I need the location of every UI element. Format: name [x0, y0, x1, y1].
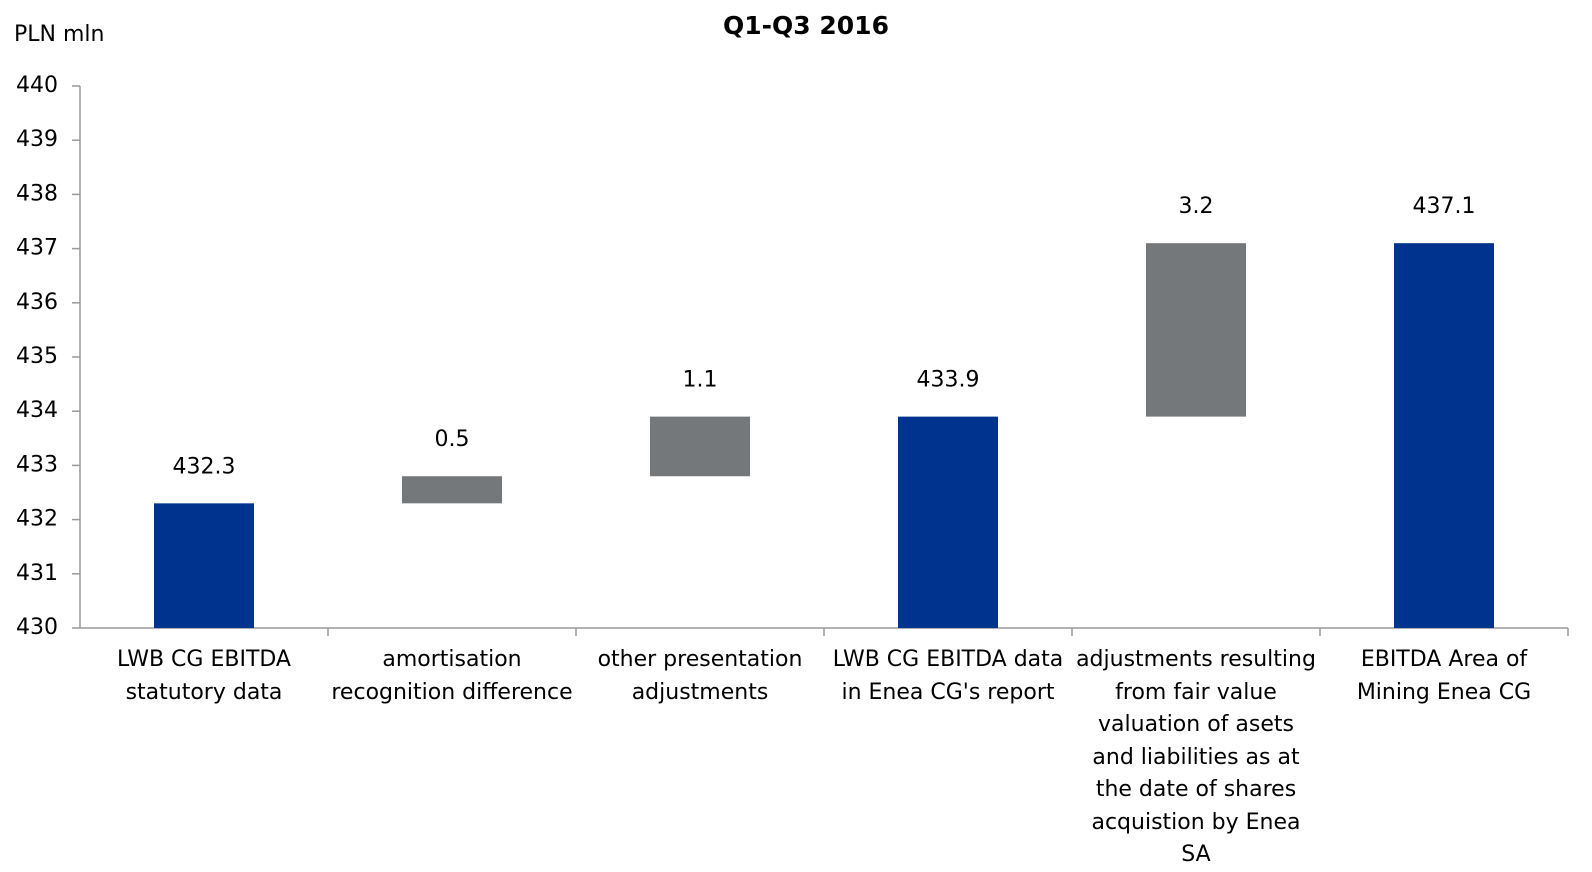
y-tick-label: 430 [16, 615, 58, 640]
page: {"chart_data": {"type": "waterfall", "ti… [14, 11, 1569, 867]
y-tick-label: 437 [16, 236, 58, 261]
bar [1146, 243, 1246, 417]
y-tick-label: 435 [16, 344, 58, 369]
y-tick-label: 436 [16, 290, 58, 315]
bar [154, 503, 254, 628]
y-tick-label: 439 [16, 127, 58, 152]
y-tick-label: 438 [16, 181, 58, 206]
data-label: 433.9 [917, 368, 980, 393]
chart: Q1-Q3 2016 PLN mln 430 431 432 433 434 435 436… [14, 11, 1569, 640]
data-label: 432.3 [173, 454, 236, 479]
y-tick-label: 440 [16, 73, 58, 98]
data-label: 437.1 [1413, 194, 1476, 219]
data-label: 0.5 [435, 427, 470, 452]
y-tick-label: 431 [16, 561, 58, 586]
bar [1394, 243, 1494, 628]
bar [650, 416, 750, 477]
bar [402, 476, 502, 504]
bar [898, 416, 998, 628]
data-label: 3.2 [1179, 194, 1214, 219]
x-tick-label: amortisation recognition difference [331, 647, 573, 705]
data-label: 1.1 [683, 368, 718, 393]
chart-title: Q1-Q3 2016 [723, 11, 889, 40]
x-tick-label: LWB CG EBITDA data in Enea CG's report [832, 647, 1064, 705]
y-tick-label: 433 [16, 452, 58, 477]
y-tick-label: 432 [16, 507, 58, 532]
x-tick-label: EBITDA Area of Mining Enea CG [1356, 647, 1532, 705]
x-tick-label: other presentation adjustments [597, 647, 803, 705]
y-tick-label: 434 [16, 398, 58, 423]
x-tick-label: LWB CG EBITDA statutory data [116, 647, 291, 705]
y-axis-label: PLN mln [14, 22, 104, 47]
x-tick-label: adjustments resulting from fair value va… [1076, 647, 1316, 867]
